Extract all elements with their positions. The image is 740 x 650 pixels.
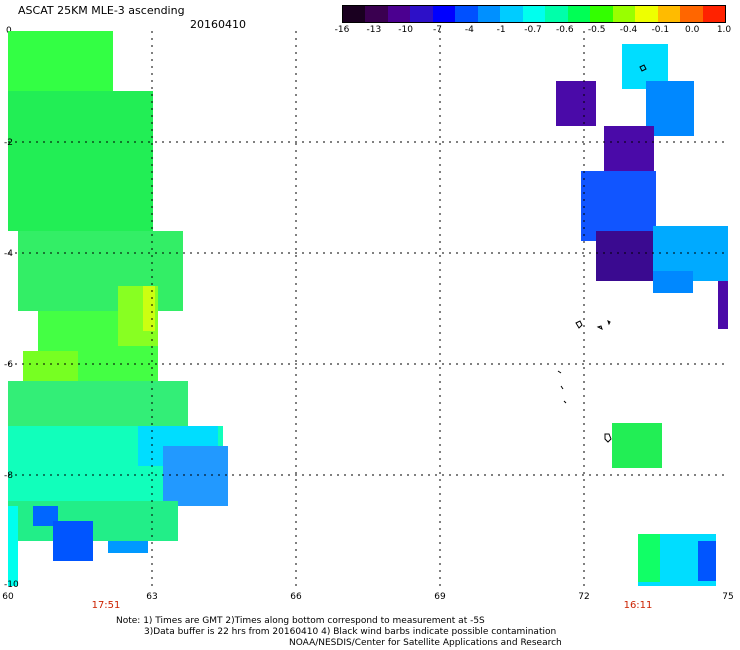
color-scale-label: 0.0 [684, 25, 700, 35]
color-scale-segment [343, 6, 366, 22]
color-scale-label: -10 [398, 25, 414, 35]
color-scale-segment [635, 6, 658, 22]
color-scale-label: -0.5 [587, 25, 606, 35]
color-scale-label: -4 [464, 25, 474, 35]
color-scale-segment [500, 6, 523, 22]
map-date: 20160410 [190, 18, 246, 31]
color-scale-segment [567, 6, 591, 22]
map-title: ASCAT 25KM MLE-3 ascending [18, 4, 185, 17]
color-scale-label: -1 [496, 25, 506, 35]
color-scale-segment [680, 6, 703, 22]
y-tick-label: -2 [4, 138, 13, 148]
color-scale-segment [545, 6, 568, 22]
left-swath [8, 31, 228, 586]
color-scale-label: -0.4 [619, 25, 638, 35]
y-tick-label: -10 [4, 580, 19, 590]
color-scale-label: -13 [366, 25, 382, 35]
x-tick-label: 63 [146, 592, 158, 602]
color-scale-segment [612, 6, 636, 22]
x-tick-label: 69 [434, 592, 446, 602]
color-scale-segment [432, 6, 456, 22]
color-scale-segment [455, 6, 478, 22]
y-tick-label: -8 [4, 471, 13, 481]
color-scale-label: -0.7 [524, 25, 542, 35]
x-tick-label: 66 [290, 592, 302, 602]
pass-time-left: 17:51 [91, 600, 121, 611]
note-line-2: 3)Data buffer is 22 hrs from 20160410 4)… [144, 627, 557, 637]
color-scale-segment [477, 6, 501, 22]
color-scale-segment [365, 6, 388, 22]
pass-time-right: 16:11 [623, 600, 653, 611]
y-tick-label: -6 [4, 360, 13, 370]
color-scale-label: -16 [334, 25, 350, 35]
lat-lon-grid [8, 31, 728, 586]
color-scale-label: -7 [433, 25, 442, 35]
wind-data-map [8, 31, 728, 586]
color-scale-labels: -16 -13 -10 -7 -4 -1 -0.7 -0.6 -0.5 -0.4 -0.1 0.0 1.… [330, 25, 740, 37]
x-tick-label: 72 [578, 592, 590, 602]
color-scale-label: -0.6 [556, 25, 574, 35]
right-swath [556, 44, 728, 586]
color-scale-segment [590, 6, 613, 22]
color-scale-segment [522, 6, 546, 22]
y-tick-label: -4 [4, 249, 13, 259]
note-line-3: NOAA/NESDIS/Center for Satellite Applica… [289, 638, 562, 648]
x-tick-label: 60 [2, 592, 14, 602]
color-scale-segment [657, 6, 681, 22]
color-scale-segment [702, 6, 725, 22]
color-scale-bar [342, 5, 726, 23]
color-scale-segment [410, 6, 433, 22]
color-scale-segment [387, 6, 411, 22]
note-line-1: Note: 1) Times are GMT 2)Times along bot… [116, 616, 485, 626]
color-scale-label: 1.0 [716, 25, 732, 35]
coastline-marks [557, 64, 647, 443]
color-scale-label: -0.1 [651, 25, 670, 35]
x-tick-label: 75 [722, 592, 734, 602]
